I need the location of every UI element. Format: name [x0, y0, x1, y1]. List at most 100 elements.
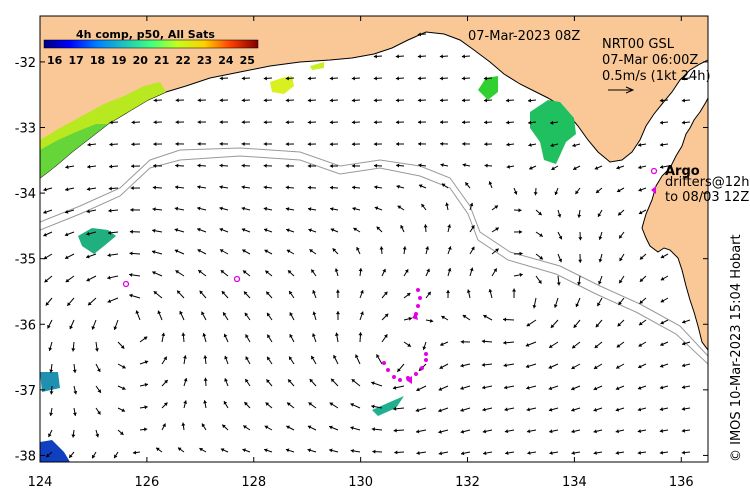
current-arrowhead: [447, 268, 452, 272]
current-arrowhead: [598, 280, 602, 285]
current-arrowhead: [407, 343, 411, 347]
current-arrowhead: [288, 379, 292, 383]
current-arrowhead: [571, 365, 576, 370]
current-arrowhead: [108, 208, 112, 213]
current-arrowhead: [351, 76, 355, 81]
current-arrowhead: [660, 254, 665, 259]
current-arrowhead: [152, 207, 156, 212]
current-arrowhead: [94, 348, 99, 352]
current-arrowhead: [351, 120, 355, 125]
current-arrowhead: [43, 232, 47, 237]
current-arrowhead: [241, 163, 245, 168]
current-arrowhead: [48, 347, 53, 351]
current-arrowhead: [263, 163, 267, 168]
current-arrowhead: [351, 142, 355, 147]
current-arrowhead: [619, 279, 623, 284]
current-arrowhead: [384, 313, 389, 318]
current-arrowhead: [329, 185, 334, 190]
current-arrowhead: [203, 400, 208, 404]
colorbar-tick-label: 20: [133, 54, 149, 67]
current-arrowhead: [219, 120, 223, 125]
current-arrowhead: [72, 412, 77, 416]
current-arrowhead: [577, 214, 582, 218]
current-arrowhead: [376, 226, 381, 231]
current-arrowhead: [637, 429, 642, 434]
current-arrowhead: [462, 141, 466, 146]
current-arrowhead: [549, 429, 553, 434]
current-arrowhead: [526, 385, 530, 390]
current-arrowhead: [73, 390, 78, 395]
current-arrowhead: [352, 206, 356, 211]
current-arrowhead: [197, 163, 201, 168]
current-arrowhead: [550, 143, 554, 148]
drifter-position: [398, 378, 402, 382]
colorbar-tick-label: 17: [68, 54, 83, 67]
current-arrowhead: [311, 269, 315, 274]
current-arrowhead: [197, 141, 201, 146]
current-arrowhead: [86, 187, 91, 191]
current-vectors: [43, 32, 691, 459]
current-arrowhead: [242, 249, 246, 253]
y-axis: -32 -33 -34 -35 -36 -37 -38: [15, 56, 708, 464]
y-tick-label: -38: [15, 449, 36, 464]
current-arrowhead: [241, 185, 245, 190]
current-arrowhead: [197, 98, 201, 103]
current-arrowhead: [174, 228, 179, 233]
current-arrowhead: [177, 290, 181, 295]
current-arrowhead: [355, 354, 359, 359]
current-arrowhead: [329, 98, 333, 103]
colorbar-tick-label: 18: [90, 54, 105, 67]
current-arrowhead: [307, 142, 311, 147]
current-arrowhead: [67, 302, 71, 306]
current-arrowhead: [69, 325, 74, 330]
current-arrowhead: [571, 407, 575, 412]
current-arrowhead: [65, 255, 69, 260]
plot-frame: [39, 15, 709, 463]
current-arrowhead: [617, 188, 621, 193]
current-arrowhead: [289, 291, 293, 295]
current-arrowhead: [203, 355, 208, 359]
current-arrowhead: [223, 401, 228, 405]
current-arrowhead: [557, 213, 562, 218]
current-arrowhead: [241, 98, 245, 103]
current-arrowhead: [638, 364, 642, 369]
current-arrowhead: [222, 424, 226, 429]
current-arrowhead: [224, 378, 228, 382]
current-arrowhead: [198, 270, 202, 274]
current-arrowhead: [153, 163, 157, 168]
current-arrowhead: [122, 365, 126, 369]
current-arrowhead: [308, 228, 312, 233]
current-arrowhead: [219, 76, 223, 81]
current-arrowhead: [415, 408, 420, 413]
current-arrowhead: [373, 98, 377, 103]
current-arrowhead: [438, 387, 443, 391]
current-arrowhead: [264, 249, 269, 254]
current-arrowhead: [482, 407, 486, 412]
current-arrowhead: [351, 379, 356, 383]
current-arrowhead: [86, 231, 90, 236]
current-arrowhead: [69, 454, 73, 458]
current-arrowhead: [615, 429, 620, 434]
current-arrowhead: [660, 363, 664, 368]
argo-symbol: [650, 167, 658, 175]
current-arrowhead: [539, 255, 543, 260]
current-arrowhead: [383, 291, 388, 296]
current-arrowhead: [285, 120, 289, 125]
current-arrowhead: [395, 98, 399, 103]
current-arrowhead: [397, 205, 402, 210]
current-arrowhead: [308, 402, 313, 406]
current-arrowhead: [659, 98, 664, 103]
australia-landmass: [40, 16, 708, 351]
current-arrowhead: [460, 408, 464, 412]
current-arrowhead: [616, 165, 620, 170]
current-arrowhead: [163, 356, 167, 361]
current-arrowhead: [681, 385, 686, 390]
current-arrowhead: [266, 312, 271, 317]
current-arrowhead: [439, 120, 444, 125]
argo-float: [122, 280, 130, 288]
current-arrowhead: [681, 98, 686, 103]
current-arrowhead: [175, 163, 179, 168]
current-arrowhead: [529, 166, 533, 170]
current-arrowhead: [395, 120, 399, 125]
current-arrowhead: [307, 98, 311, 103]
